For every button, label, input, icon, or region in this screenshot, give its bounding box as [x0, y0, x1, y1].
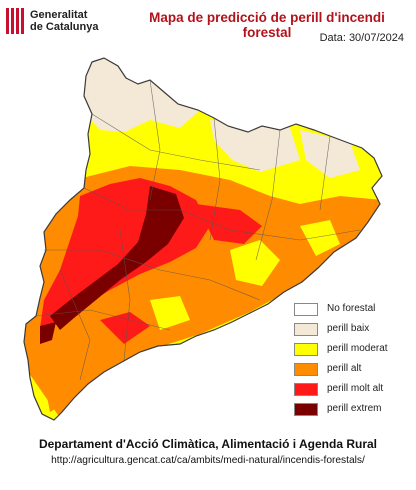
legend-item-perill-baix: perill baix [294, 320, 412, 340]
source-url[interactable]: http://agricultura.gencat.cat/ca/ambits/… [51, 455, 365, 466]
senyera-icon [6, 8, 24, 34]
map-legend: No forestal perill baix perill moderat p… [294, 300, 412, 420]
legend-swatch [294, 383, 318, 396]
legend-label: perill baix [327, 323, 370, 334]
legend-item-perill-molt-alt: perill molt alt [294, 380, 412, 400]
legend-item-no-forestal: No forestal [294, 300, 412, 320]
department-name: Departament d'Acció Climàtica, Alimentac… [38, 437, 378, 451]
legend-swatch [294, 403, 318, 416]
legend-swatch [294, 323, 318, 336]
map-date: Data: 30/07/2024 [319, 32, 404, 44]
logo-line-1: Generalitat [30, 9, 88, 21]
map-title: Mapa de predicció de perill d'incendi fo… [149, 10, 385, 40]
catalonia-fire-risk-map [23, 57, 383, 421]
legend-label: No forestal [327, 303, 376, 314]
legend-swatch [294, 363, 318, 376]
generalitat-logo: Generalitat de Catalunya [6, 8, 126, 38]
legend-label: perill moderat [327, 343, 388, 354]
legend-label: perill molt alt [327, 383, 384, 394]
logo-line-2: de Catalunya [30, 21, 99, 33]
legend-label: perill alt [327, 363, 362, 374]
legend-item-perill-alt: perill alt [294, 360, 412, 380]
legend-swatch [294, 343, 318, 356]
legend-item-perill-extrem: perill extrem [294, 400, 412, 420]
legend-label: perill extrem [327, 403, 382, 414]
legend-item-perill-moderat: perill moderat [294, 340, 412, 360]
legend-swatch [294, 303, 318, 316]
